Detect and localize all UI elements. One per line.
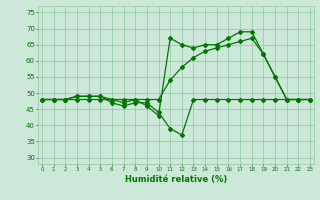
X-axis label: Humidité relative (%): Humidité relative (%)	[125, 175, 227, 184]
